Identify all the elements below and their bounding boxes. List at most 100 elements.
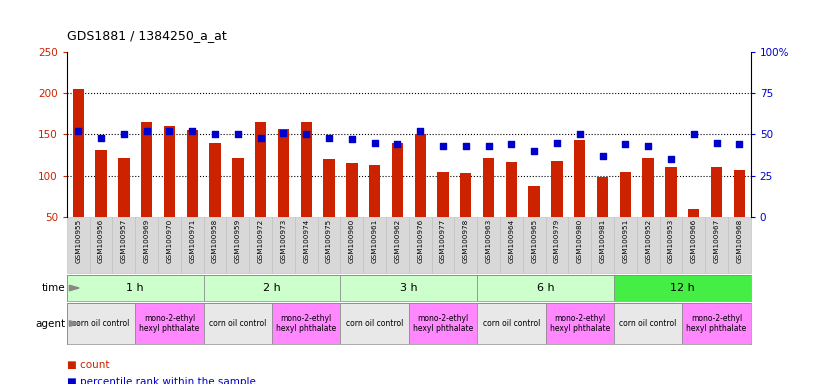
- Text: mono-2-ethyl
hexyl phthalate: mono-2-ethyl hexyl phthalate: [686, 314, 747, 333]
- Text: GSM100959: GSM100959: [235, 218, 241, 263]
- Text: 6 h: 6 h: [537, 283, 554, 293]
- Text: GSM100967: GSM100967: [713, 218, 720, 263]
- Bar: [523, 217, 546, 273]
- Bar: [95, 150, 107, 217]
- Bar: [369, 165, 380, 217]
- Bar: [73, 89, 84, 217]
- Bar: [437, 172, 449, 217]
- Bar: [141, 122, 153, 217]
- Point: [277, 130, 290, 136]
- Bar: [340, 303, 409, 344]
- Bar: [204, 217, 227, 273]
- Bar: [432, 217, 455, 273]
- Point: [687, 131, 700, 137]
- Text: GSM100960: GSM100960: [348, 218, 355, 263]
- Bar: [728, 217, 751, 273]
- Bar: [210, 143, 221, 217]
- Text: 3 h: 3 h: [400, 283, 418, 293]
- Bar: [682, 217, 705, 273]
- Text: mono-2-ethyl
hexyl phthalate: mono-2-ethyl hexyl phthalate: [140, 314, 200, 333]
- Bar: [614, 303, 682, 344]
- Bar: [659, 217, 682, 273]
- Text: GSM100968: GSM100968: [736, 218, 743, 263]
- Bar: [67, 275, 204, 301]
- Bar: [255, 122, 266, 217]
- Bar: [415, 134, 426, 217]
- Bar: [90, 217, 113, 273]
- Point: [528, 148, 541, 154]
- Text: GSM100962: GSM100962: [394, 218, 401, 263]
- Text: GSM100953: GSM100953: [668, 218, 674, 263]
- Bar: [67, 217, 90, 273]
- Bar: [734, 170, 745, 217]
- Point: [186, 128, 199, 134]
- Bar: [158, 217, 181, 273]
- Bar: [682, 303, 751, 344]
- Point: [95, 135, 108, 141]
- Text: GSM100956: GSM100956: [98, 218, 104, 263]
- Text: mono-2-ethyl
hexyl phthalate: mono-2-ethyl hexyl phthalate: [413, 314, 473, 333]
- Bar: [392, 143, 403, 217]
- Bar: [546, 303, 614, 344]
- Bar: [340, 217, 363, 273]
- Bar: [477, 275, 614, 301]
- Bar: [665, 167, 676, 217]
- Bar: [300, 122, 312, 217]
- Point: [596, 153, 609, 159]
- Point: [459, 143, 472, 149]
- Text: GSM100971: GSM100971: [189, 218, 195, 263]
- Bar: [386, 217, 409, 273]
- Bar: [346, 163, 357, 217]
- Bar: [233, 157, 243, 217]
- Bar: [614, 275, 751, 301]
- Text: GSM100958: GSM100958: [212, 218, 218, 263]
- Bar: [277, 129, 289, 217]
- Bar: [164, 126, 175, 217]
- Bar: [113, 217, 135, 273]
- Point: [140, 128, 153, 134]
- Point: [619, 141, 632, 147]
- Text: GSM100964: GSM100964: [508, 218, 514, 263]
- Text: 12 h: 12 h: [670, 283, 694, 293]
- Text: GSM100977: GSM100977: [440, 218, 446, 263]
- Text: GSM100979: GSM100979: [554, 218, 560, 263]
- Text: corn oil control: corn oil control: [483, 319, 540, 328]
- Bar: [483, 157, 494, 217]
- Text: GSM100978: GSM100978: [463, 218, 469, 263]
- Point: [437, 143, 450, 149]
- Text: GSM100955: GSM100955: [75, 218, 82, 263]
- Text: GSM100974: GSM100974: [304, 218, 309, 263]
- Bar: [619, 172, 631, 217]
- Bar: [181, 217, 204, 273]
- Bar: [204, 275, 340, 301]
- Point: [733, 141, 746, 147]
- Point: [72, 128, 85, 134]
- Bar: [272, 303, 340, 344]
- Text: agent: agent: [35, 318, 65, 329]
- Bar: [711, 167, 722, 217]
- Bar: [409, 303, 477, 344]
- Point: [391, 141, 404, 147]
- Point: [209, 131, 222, 137]
- Text: GSM100972: GSM100972: [258, 218, 264, 263]
- Text: corn oil control: corn oil control: [619, 319, 676, 328]
- Text: corn oil control: corn oil control: [209, 319, 267, 328]
- Point: [505, 141, 518, 147]
- Point: [345, 136, 358, 142]
- Bar: [67, 303, 135, 344]
- Text: mono-2-ethyl
hexyl phthalate: mono-2-ethyl hexyl phthalate: [276, 314, 336, 333]
- Point: [414, 128, 427, 134]
- Text: GDS1881 / 1384250_a_at: GDS1881 / 1384250_a_at: [67, 29, 227, 42]
- Text: GSM100980: GSM100980: [577, 218, 583, 263]
- Bar: [705, 217, 728, 273]
- Point: [118, 131, 131, 137]
- Bar: [135, 303, 204, 344]
- Text: 1 h: 1 h: [126, 283, 144, 293]
- Bar: [204, 303, 272, 344]
- Point: [232, 131, 245, 137]
- Text: GSM100969: GSM100969: [144, 218, 149, 263]
- Bar: [323, 159, 335, 217]
- Text: GSM100961: GSM100961: [371, 218, 378, 263]
- Point: [641, 143, 654, 149]
- Bar: [409, 217, 432, 273]
